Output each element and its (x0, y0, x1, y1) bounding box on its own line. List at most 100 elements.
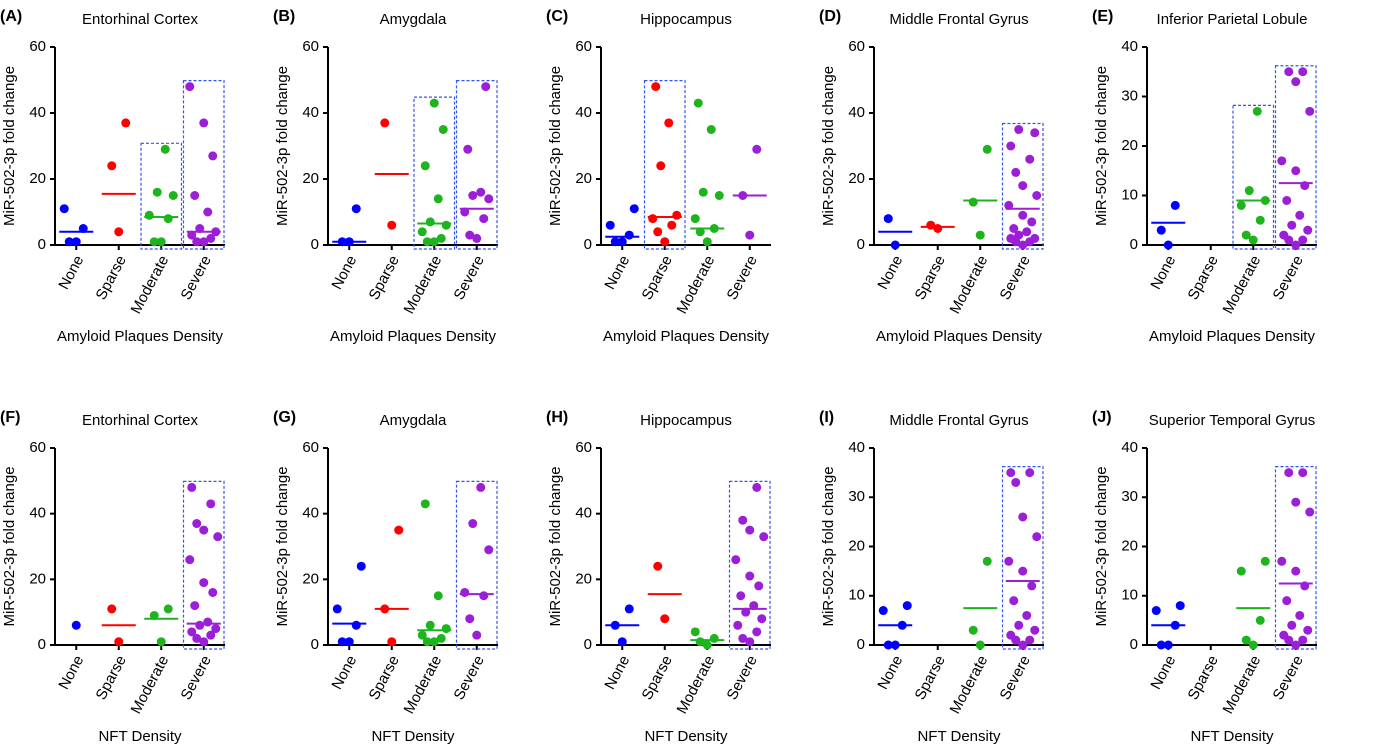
data-point (754, 581, 764, 591)
panel-label: (E) (1092, 8, 1113, 25)
data-point (1004, 200, 1014, 210)
data-point (344, 237, 354, 247)
data-point (617, 237, 627, 247)
data-point (702, 237, 712, 247)
data-point (1298, 468, 1308, 478)
data-point (695, 637, 705, 647)
panel-label: (B) (273, 8, 295, 25)
x-tick-label: Severe (996, 653, 1033, 703)
x-axis-label: Amyloid Plaques Density (876, 328, 1042, 345)
x-tick-label: Moderate (401, 253, 446, 317)
x-axis-label: NFT Density (644, 728, 728, 745)
data-point (1248, 235, 1258, 245)
x-tick-label: Moderate (947, 253, 992, 317)
data-point (651, 82, 661, 92)
y-tick-label: 0 (311, 236, 319, 253)
data-point (195, 620, 205, 630)
data-point (1287, 620, 1297, 630)
data-point (1241, 230, 1251, 240)
y-tick-label: 40 (29, 104, 46, 121)
data-point (468, 519, 478, 529)
data-point (731, 555, 741, 565)
data-point (1030, 128, 1040, 138)
x-axis-label: Amyloid Plaques Density (1149, 328, 1315, 345)
x-axis-label: NFT Density (1190, 728, 1274, 745)
data-point (897, 620, 907, 630)
data-point (484, 194, 494, 204)
data-point (1284, 67, 1294, 77)
data-point (1305, 106, 1315, 116)
data-point (624, 604, 634, 614)
data-point (163, 604, 173, 614)
data-point (883, 640, 893, 650)
data-point (441, 220, 451, 230)
data-point (192, 237, 202, 247)
data-point (387, 220, 397, 230)
y-tick-label: 60 (575, 439, 592, 456)
data-point (902, 601, 912, 611)
x-tick-label: Sparse (92, 653, 129, 703)
y-axis-label: MiR-502-3p fold change (1093, 66, 1110, 226)
data-point (351, 620, 361, 630)
x-tick-label: Sparse (1184, 653, 1221, 703)
data-point (664, 118, 674, 128)
data-point (380, 118, 390, 128)
panel-title: Entorhinal Cortex (82, 11, 198, 28)
y-axis-label: MiR-502-3p fold change (547, 66, 564, 226)
data-point (422, 637, 432, 647)
data-point (1279, 630, 1289, 640)
data-point (706, 125, 716, 134)
y-tick-label: 0 (1130, 636, 1138, 653)
data-point (107, 604, 117, 614)
data-point (1004, 556, 1014, 566)
panel-label: (F) (0, 409, 20, 426)
x-tick-label: Severe (723, 653, 760, 703)
y-tick-label: 0 (857, 236, 865, 253)
data-point (738, 515, 748, 525)
data-point (690, 627, 700, 637)
y-tick-label: 60 (848, 38, 865, 55)
y-tick-label: 60 (29, 38, 46, 55)
data-point (1025, 468, 1035, 478)
x-tick-label: None (55, 253, 87, 293)
x-tick-label: Sparse (365, 253, 402, 303)
highlight-box (140, 142, 183, 250)
data-point (757, 614, 767, 624)
data-point (114, 637, 124, 647)
data-point (1025, 635, 1035, 645)
highlight-box (1001, 466, 1044, 650)
data-point (982, 556, 992, 566)
data-point (1303, 625, 1313, 635)
data-point (206, 499, 216, 509)
data-point (745, 637, 755, 647)
data-point (417, 630, 427, 640)
y-axis-label: MiR-502-3p fold change (1, 466, 18, 626)
y-axis-label: MiR-502-3p fold change (1, 66, 18, 226)
highlight-box (182, 480, 225, 650)
x-tick-label: Moderate (1220, 653, 1265, 717)
data-point (1163, 240, 1173, 250)
y-axis-label: MiR-502-3p fold change (820, 466, 837, 626)
data-point (656, 161, 666, 171)
data-point (926, 220, 936, 230)
data-point (1295, 210, 1305, 220)
data-point (1282, 596, 1292, 606)
x-tick-label: None (55, 653, 87, 693)
data-point (1156, 640, 1166, 650)
data-point (653, 227, 663, 237)
data-point (752, 482, 762, 492)
data-point (1009, 224, 1019, 233)
data-point (1300, 181, 1310, 191)
x-tick-label: None (874, 253, 906, 293)
y-tick-label: 20 (848, 537, 865, 554)
y-tick-label: 10 (1121, 587, 1138, 604)
data-point (693, 98, 703, 108)
data-point (481, 82, 491, 92)
y-tick-label: 60 (302, 439, 319, 456)
panel-title: Amygdala (380, 412, 447, 429)
x-tick-label: Severe (1269, 253, 1306, 303)
data-point (211, 227, 221, 237)
panel-title: Middle Frontal Gyrus (889, 412, 1028, 429)
data-point (152, 187, 162, 197)
data-point (1006, 630, 1016, 640)
